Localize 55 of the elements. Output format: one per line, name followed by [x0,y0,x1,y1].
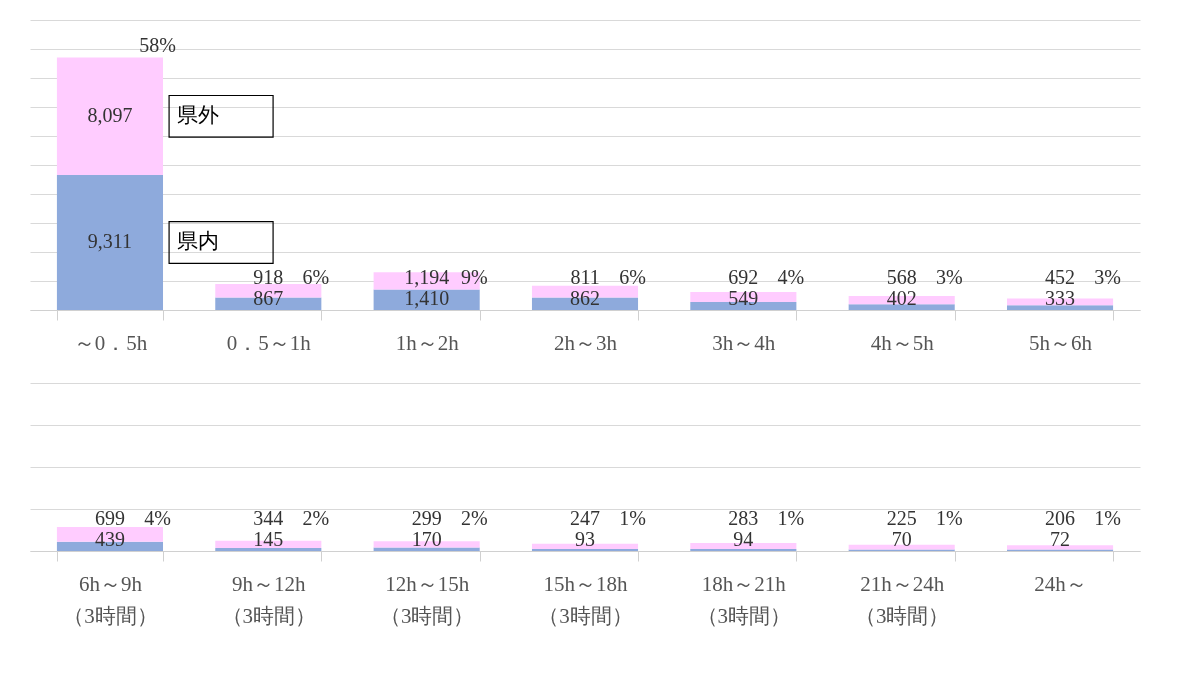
x-tick-label: 0．5～1h [226,330,312,355]
annotation: 6% [619,266,646,288]
data-label: 170 [411,528,442,550]
data-label: 8,097 [87,104,133,127]
data-label: 206 [1045,507,1076,529]
annotation: 2% [302,507,330,529]
series-label: 県内 [177,229,220,254]
x-tick-label: 15h～18h （3時間） [538,571,633,628]
data-label: 811 [570,266,600,288]
annotation: 1% [935,507,963,529]
data-label: 568 [886,266,917,288]
x-tick-label: 21h～24h （3時間） [854,571,950,628]
annotation: 1% [777,507,805,529]
x-tick-label: 4h～5h [870,330,935,355]
data-label: 9,311 [87,230,133,253]
x-tick-label: 5h～6h [1029,330,1093,355]
annotation: 9% [460,266,488,288]
annotation: 58% [139,33,176,56]
annotation: 4% [144,507,171,529]
data-label: 918 [253,266,284,288]
x-tick-label: ～0．5h [73,330,148,355]
data-label: 283 [728,507,759,529]
data-label: 72 [1050,528,1071,550]
annotation: 1% [1094,507,1121,529]
data-label: 299 [411,507,442,529]
data-label: 333 [1045,287,1076,309]
annotation: 6% [302,266,330,288]
data-label: 402 [886,287,917,309]
x-tick-label: 2h～3h [554,330,618,355]
data-label: 452 [1045,266,1076,288]
x-tick-label: 6h～9h （3時間） [63,571,158,628]
data-label: 93 [575,528,595,550]
x-tick-label: 18h～21h （3時間） [696,571,792,628]
annotation: 3% [1094,266,1121,288]
annotation: 4% [777,266,805,288]
x-tick-label: 24h～ [1034,571,1087,596]
x-tick-label: 3h～4h [712,330,776,355]
x-tick-label: 1h～2h [395,330,460,355]
annotation: 3% [935,266,963,288]
data-label: 1,194 [404,266,450,288]
data-label: 247 [570,507,600,529]
x-tick-label: 9h～12h （3時間） [221,571,317,628]
annotation: 1% [619,507,646,529]
data-label: 692 [728,266,759,288]
data-label: 145 [253,528,284,550]
data-label: 699 [94,507,125,529]
data-label: 70 [891,528,912,550]
annotation: 2% [460,507,488,529]
series-label: 県外 [177,103,220,128]
x-tick-label: 12h～15h （3時間） [379,571,475,628]
data-label: 1,410 [404,287,450,309]
data-label: 344 [253,507,284,529]
data-label: 94 [733,528,754,550]
data-label: 439 [94,528,125,550]
data-label: 225 [886,507,917,529]
